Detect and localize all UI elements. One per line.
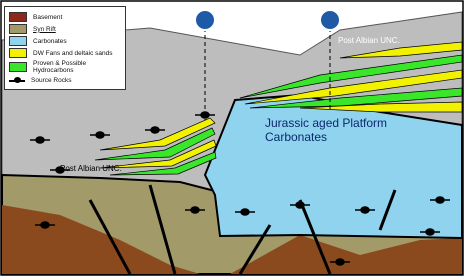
- legend-label: Carbonates: [33, 38, 67, 45]
- legend-item: Source Rocks: [9, 76, 121, 84]
- legend-item: Carbonates: [9, 36, 121, 46]
- legend-label: DW Fans and deltaic sands: [33, 50, 112, 57]
- legend-item: DW Fans and deltaic sands: [9, 48, 121, 58]
- legend-item: Basement: [9, 12, 121, 22]
- legend-label: Syn Rift: [33, 26, 56, 33]
- legend-label: Proven & Possible Hydrocarbons: [33, 60, 121, 74]
- legend: Basement Syn Rift Carbonates DW Fans and…: [4, 6, 126, 90]
- unconformity-label: Post Albian UNC.: [338, 36, 400, 45]
- legend-item: Proven & Possible Hydrocarbons: [9, 60, 121, 74]
- platform-label: Jurassic aged Platform Carbonates: [265, 116, 425, 144]
- legend-label: Source Rocks: [31, 77, 71, 84]
- legend-label: Basement: [33, 14, 62, 21]
- diagram: Basement Syn Rift Carbonates DW Fans and…: [0, 0, 470, 278]
- unconformity-label: Post Albian UNC.: [60, 164, 122, 173]
- legend-item: Syn Rift: [9, 24, 121, 34]
